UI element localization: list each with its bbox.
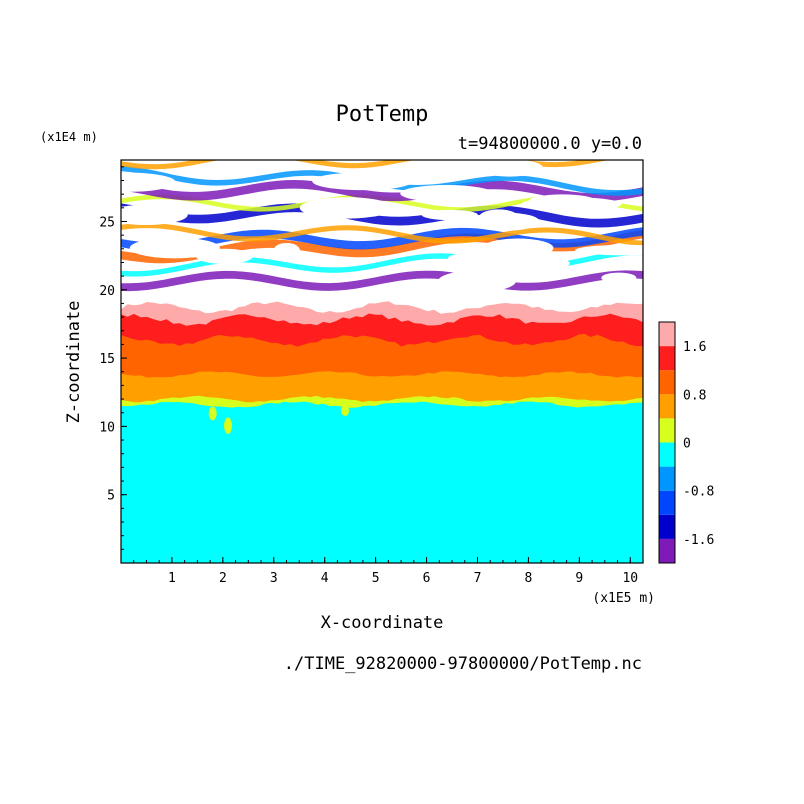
- wave-gap: [299, 197, 394, 219]
- y-tick-label: 10: [99, 420, 115, 435]
- x-tick-label: 4: [321, 571, 329, 586]
- colorbar-label: 0.8: [683, 388, 706, 403]
- x-tick-label: 3: [270, 571, 278, 586]
- colorbar-swatch: [659, 442, 675, 467]
- wave-stripe: [121, 194, 643, 212]
- wave-gap: [437, 270, 516, 293]
- plot-frame: [120, 159, 644, 564]
- x-tick-label: 9: [575, 571, 583, 586]
- wave-gap: [130, 240, 201, 256]
- colorbar-swatch: [659, 514, 675, 539]
- wave-gap: [575, 244, 643, 256]
- colorbar-swatch: [659, 490, 675, 515]
- wave-gap: [601, 272, 637, 284]
- wave-stripe: [121, 222, 643, 246]
- wave-gap: [400, 185, 494, 202]
- x-unit-label: (x1E5 m): [592, 591, 655, 606]
- band-11.6: [121, 401, 643, 563]
- wave-gap: [312, 172, 413, 191]
- wave-gap: [196, 248, 253, 264]
- x-tick-label: 8: [525, 571, 533, 586]
- colorbar-swatch: [659, 466, 675, 491]
- colorbar-label: -1.6: [683, 533, 714, 548]
- plot-area: [121, 160, 643, 563]
- colorbar-frame: [658, 321, 676, 564]
- y-tick-label: 15: [99, 352, 115, 367]
- anomaly-blob: [341, 405, 350, 417]
- wave-stripe: [121, 249, 643, 277]
- y-unit-label: (x1E4 m): [40, 130, 98, 144]
- x-tick-label: 6: [423, 571, 431, 586]
- wave-gap: [121, 204, 188, 225]
- chart-subtitle: t=94800000.0 y=0.0: [458, 134, 642, 154]
- colorbar-label: 0: [683, 437, 691, 452]
- colorbar-label: -0.8: [683, 485, 714, 500]
- x-tick-label: 5: [372, 571, 380, 586]
- wave-gap: [469, 212, 540, 231]
- wave-gap: [447, 253, 491, 265]
- footer-file-path: ./TIME_92820000-97800000/PotTemp.nc: [284, 654, 642, 674]
- colorbar-swatch: [659, 322, 675, 347]
- x-tick-label: 7: [474, 571, 482, 586]
- colorbar: 1.6 0.8 0 -0.8 -1.6: [658, 321, 714, 564]
- wave-gap: [521, 197, 622, 211]
- x-tick-label: 10: [622, 571, 638, 586]
- wave-stripe: [121, 180, 643, 202]
- colorbar-label: 1.6: [683, 340, 706, 355]
- y-tick-label: 25: [99, 215, 115, 230]
- wave-gap: [476, 160, 543, 177]
- wave-stripe: [121, 270, 643, 292]
- x-tick-label: 1: [168, 571, 176, 586]
- wave-stripe: [121, 165, 643, 196]
- wave-gap: [273, 242, 300, 258]
- colorbar-swatch: [659, 538, 675, 563]
- wave-stripe: [121, 160, 609, 170]
- anomaly-blob: [223, 417, 232, 434]
- y-tick-label: 5: [107, 489, 115, 504]
- colorbar-swatch: [659, 346, 675, 371]
- colorbar-swatch: [659, 370, 675, 395]
- colorbar-swatch: [659, 394, 675, 419]
- anomaly-blob: [208, 406, 217, 421]
- wave-gap: [421, 209, 478, 221]
- colorbar-swatch: [659, 418, 675, 443]
- x-axis-label: X-coordinate: [321, 613, 444, 633]
- y-tick-label: 20: [99, 284, 115, 299]
- wave-gap: [483, 254, 570, 273]
- x-tick-label: 2: [219, 571, 227, 586]
- wave-gap: [319, 200, 345, 214]
- wave-stripe: [121, 227, 643, 252]
- wave-gap: [482, 238, 554, 258]
- y-axis-label: Z-coordinate: [64, 301, 84, 424]
- wave-gap: [121, 172, 176, 192]
- wave-gap: [401, 161, 448, 172]
- chart-title: PotTemp: [336, 102, 429, 127]
- y-axis-ticks: 5 10 15 20 25: [99, 166, 127, 550]
